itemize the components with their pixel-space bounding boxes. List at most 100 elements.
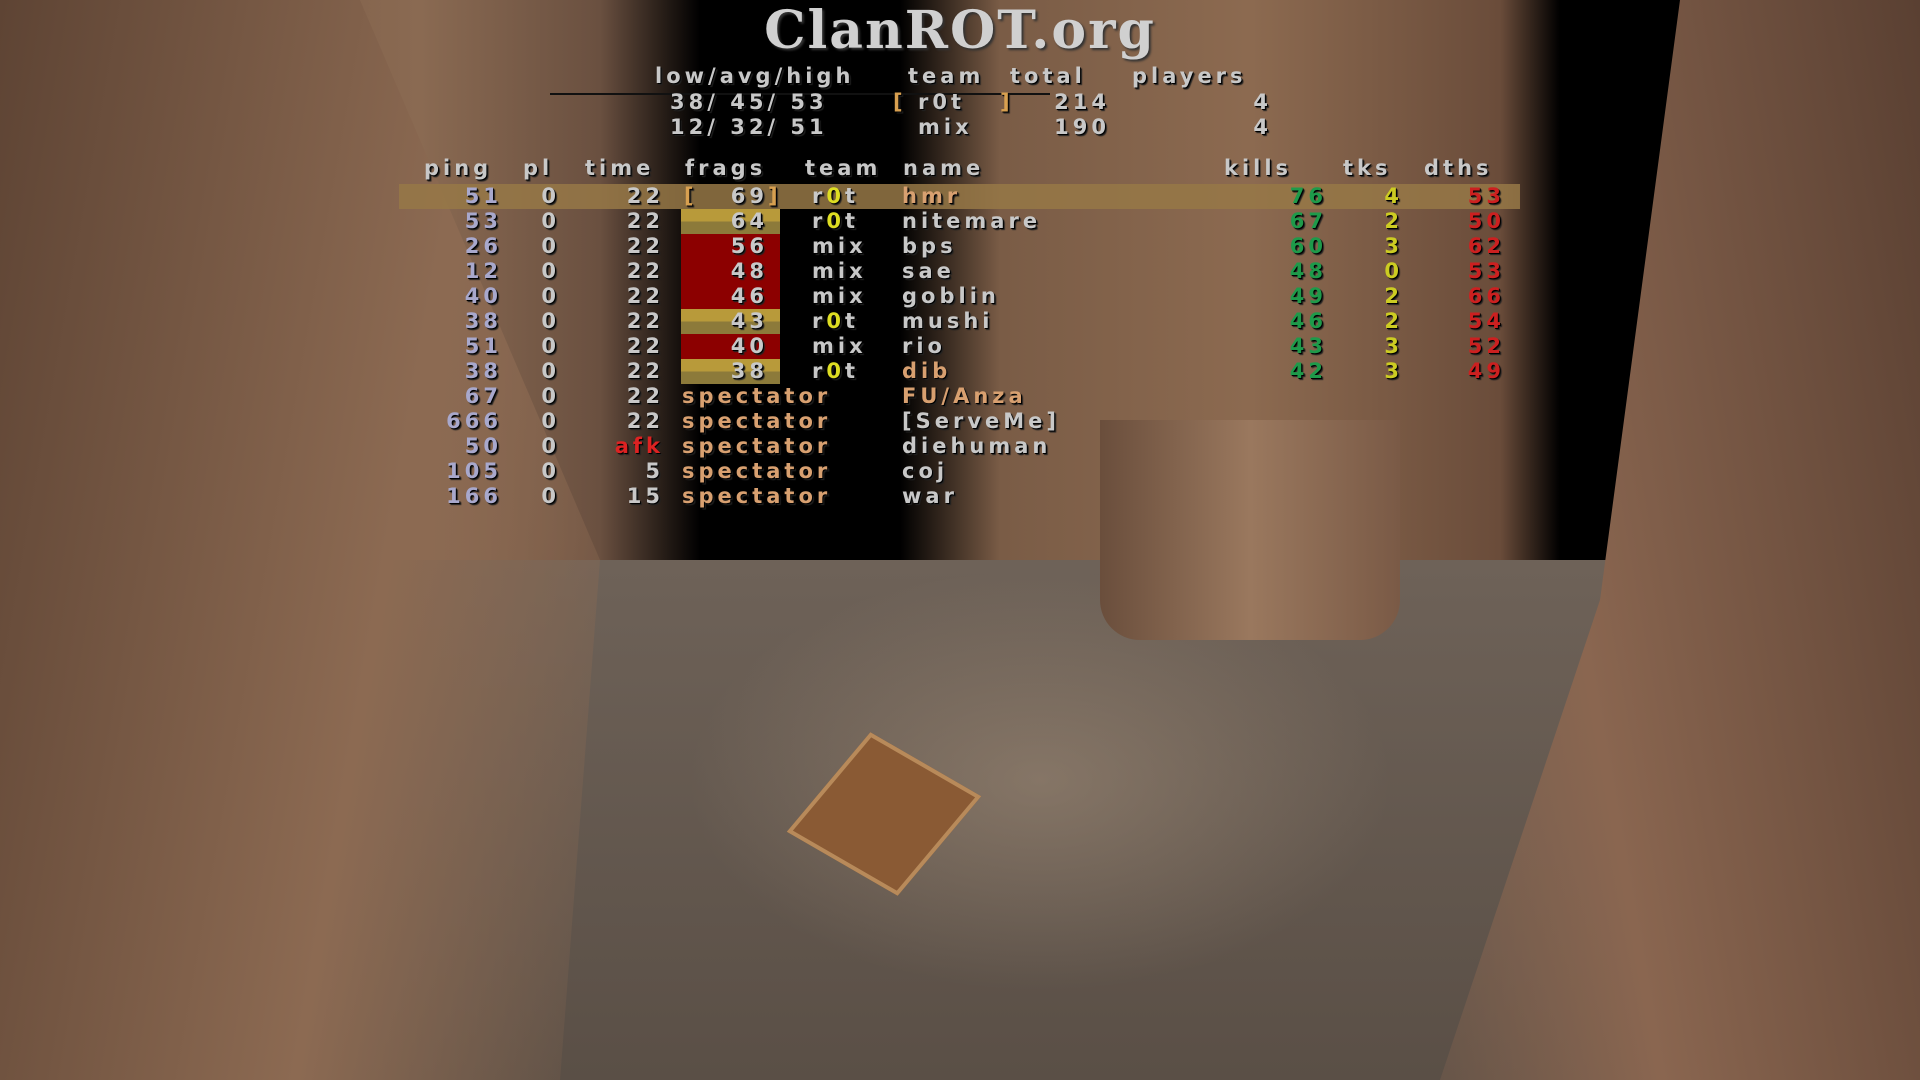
player-ping: 38: [464, 359, 502, 383]
col-header-dths: dths: [1424, 156, 1493, 180]
player-team: r0t: [812, 209, 860, 233]
player-pl: 0: [541, 334, 560, 358]
col-header-frags: frags: [685, 156, 767, 180]
player-team: mix: [812, 259, 867, 283]
player-pl: 0: [541, 184, 560, 208]
player-deaths: 54: [1467, 309, 1505, 333]
player-deaths: 66: [1467, 284, 1505, 308]
player-time: 22: [626, 284, 664, 308]
summary-team: r0t: [918, 90, 966, 114]
spectator-pl: 0: [541, 459, 560, 483]
spectator-time: 22: [626, 409, 664, 433]
player-time: 22: [626, 359, 664, 383]
player-name: sae: [902, 259, 955, 283]
summary-header-total: total: [1010, 64, 1086, 88]
player-name: goblin: [902, 284, 1000, 308]
player-deaths: 52: [1467, 334, 1505, 358]
player-team: r0t: [812, 309, 860, 333]
player-frags: 46: [730, 284, 768, 308]
spectator-name: coj: [902, 459, 949, 483]
spectator-ping: 67: [464, 384, 502, 408]
summary-lah: 12/ 32/ 51: [670, 115, 828, 139]
player-tks: 4: [1384, 184, 1403, 208]
player-ping: 12: [464, 259, 502, 283]
spectator-name: diehuman: [902, 434, 1052, 458]
player-time: 22: [626, 309, 664, 333]
summary-total: 214: [1054, 90, 1110, 114]
spectator-pl: 0: [541, 384, 560, 408]
player-deaths: 53: [1467, 259, 1505, 283]
self-bracket-right: ]: [768, 184, 782, 208]
player-name: mushi: [902, 309, 994, 333]
team-letter: 0: [826, 309, 845, 333]
frags-box: [681, 309, 780, 334]
col-header-pl: pl: [523, 156, 554, 180]
player-ping: 38: [464, 309, 502, 333]
team-letter: 0: [826, 184, 845, 208]
player-team: r0t: [812, 359, 860, 383]
spectator-label: spectator: [682, 384, 832, 408]
stone-tower: [1100, 420, 1400, 640]
player-tks: 2: [1384, 309, 1403, 333]
summary-header-lah: low/avg/high: [655, 64, 855, 88]
player-team: r0t: [812, 184, 860, 208]
player-deaths: 49: [1467, 359, 1505, 383]
spectator-ping: 50: [464, 434, 502, 458]
player-time: 22: [626, 259, 664, 283]
player-kills: 48: [1289, 259, 1327, 283]
player-pl: 0: [541, 234, 560, 258]
player-tks: 2: [1384, 209, 1403, 233]
spectator-time: 22: [626, 384, 664, 408]
spectator-label: spectator: [682, 409, 832, 433]
player-pl: 0: [541, 359, 560, 383]
player-ping: 51: [464, 334, 502, 358]
team-letter: 0: [826, 359, 845, 383]
player-pl: 0: [541, 309, 560, 333]
player-frags: 69: [730, 184, 768, 208]
player-kills: 76: [1289, 184, 1327, 208]
player-frags: 40: [730, 334, 768, 358]
col-header-name: name: [903, 156, 985, 180]
summary-header-team: team: [908, 64, 985, 88]
spectator-ping: 666: [446, 409, 502, 433]
player-kills: 43: [1289, 334, 1327, 358]
team-letter: 0: [826, 209, 845, 233]
player-time: 22: [626, 334, 664, 358]
player-ping: 51: [464, 184, 502, 208]
summary-team: mix: [918, 115, 973, 139]
spectator-pl: 0: [541, 484, 560, 508]
player-kills: 49: [1289, 284, 1327, 308]
spectator-time: 5: [645, 459, 664, 483]
player-time: 22: [626, 209, 664, 233]
frags-box: [681, 359, 780, 384]
summary-players: 4: [1253, 90, 1272, 114]
player-tks: 2: [1384, 284, 1403, 308]
player-tks: 3: [1384, 234, 1403, 258]
col-header-ping: ping: [424, 156, 493, 180]
col-header-team: team: [805, 156, 882, 180]
player-team: mix: [812, 334, 867, 358]
player-pl: 0: [541, 259, 560, 283]
player-frags: 38: [730, 359, 768, 383]
player-team: mix: [812, 284, 867, 308]
col-header-kills: kills: [1224, 156, 1293, 180]
bracket-right: ]: [1000, 90, 1014, 114]
frags-box: [681, 209, 780, 234]
player-name: rio: [902, 334, 946, 358]
spectator-name: [ServeMe]: [902, 409, 1060, 433]
self-bracket-left: [: [684, 184, 698, 208]
player-frags: 64: [730, 209, 768, 233]
frags-box: [681, 234, 780, 259]
col-header-tks: tks: [1343, 156, 1392, 180]
spectator-label: spectator: [682, 434, 832, 458]
player-ping: 26: [464, 234, 502, 258]
spectator-pl: 0: [541, 409, 560, 433]
player-deaths: 62: [1467, 234, 1505, 258]
player-name: bps: [902, 234, 957, 258]
self-row-highlight: [399, 184, 1520, 209]
player-tks: 3: [1384, 334, 1403, 358]
player-name: dib: [902, 359, 952, 383]
player-pl: 0: [541, 209, 560, 233]
spectator-ping: 105: [446, 459, 502, 483]
